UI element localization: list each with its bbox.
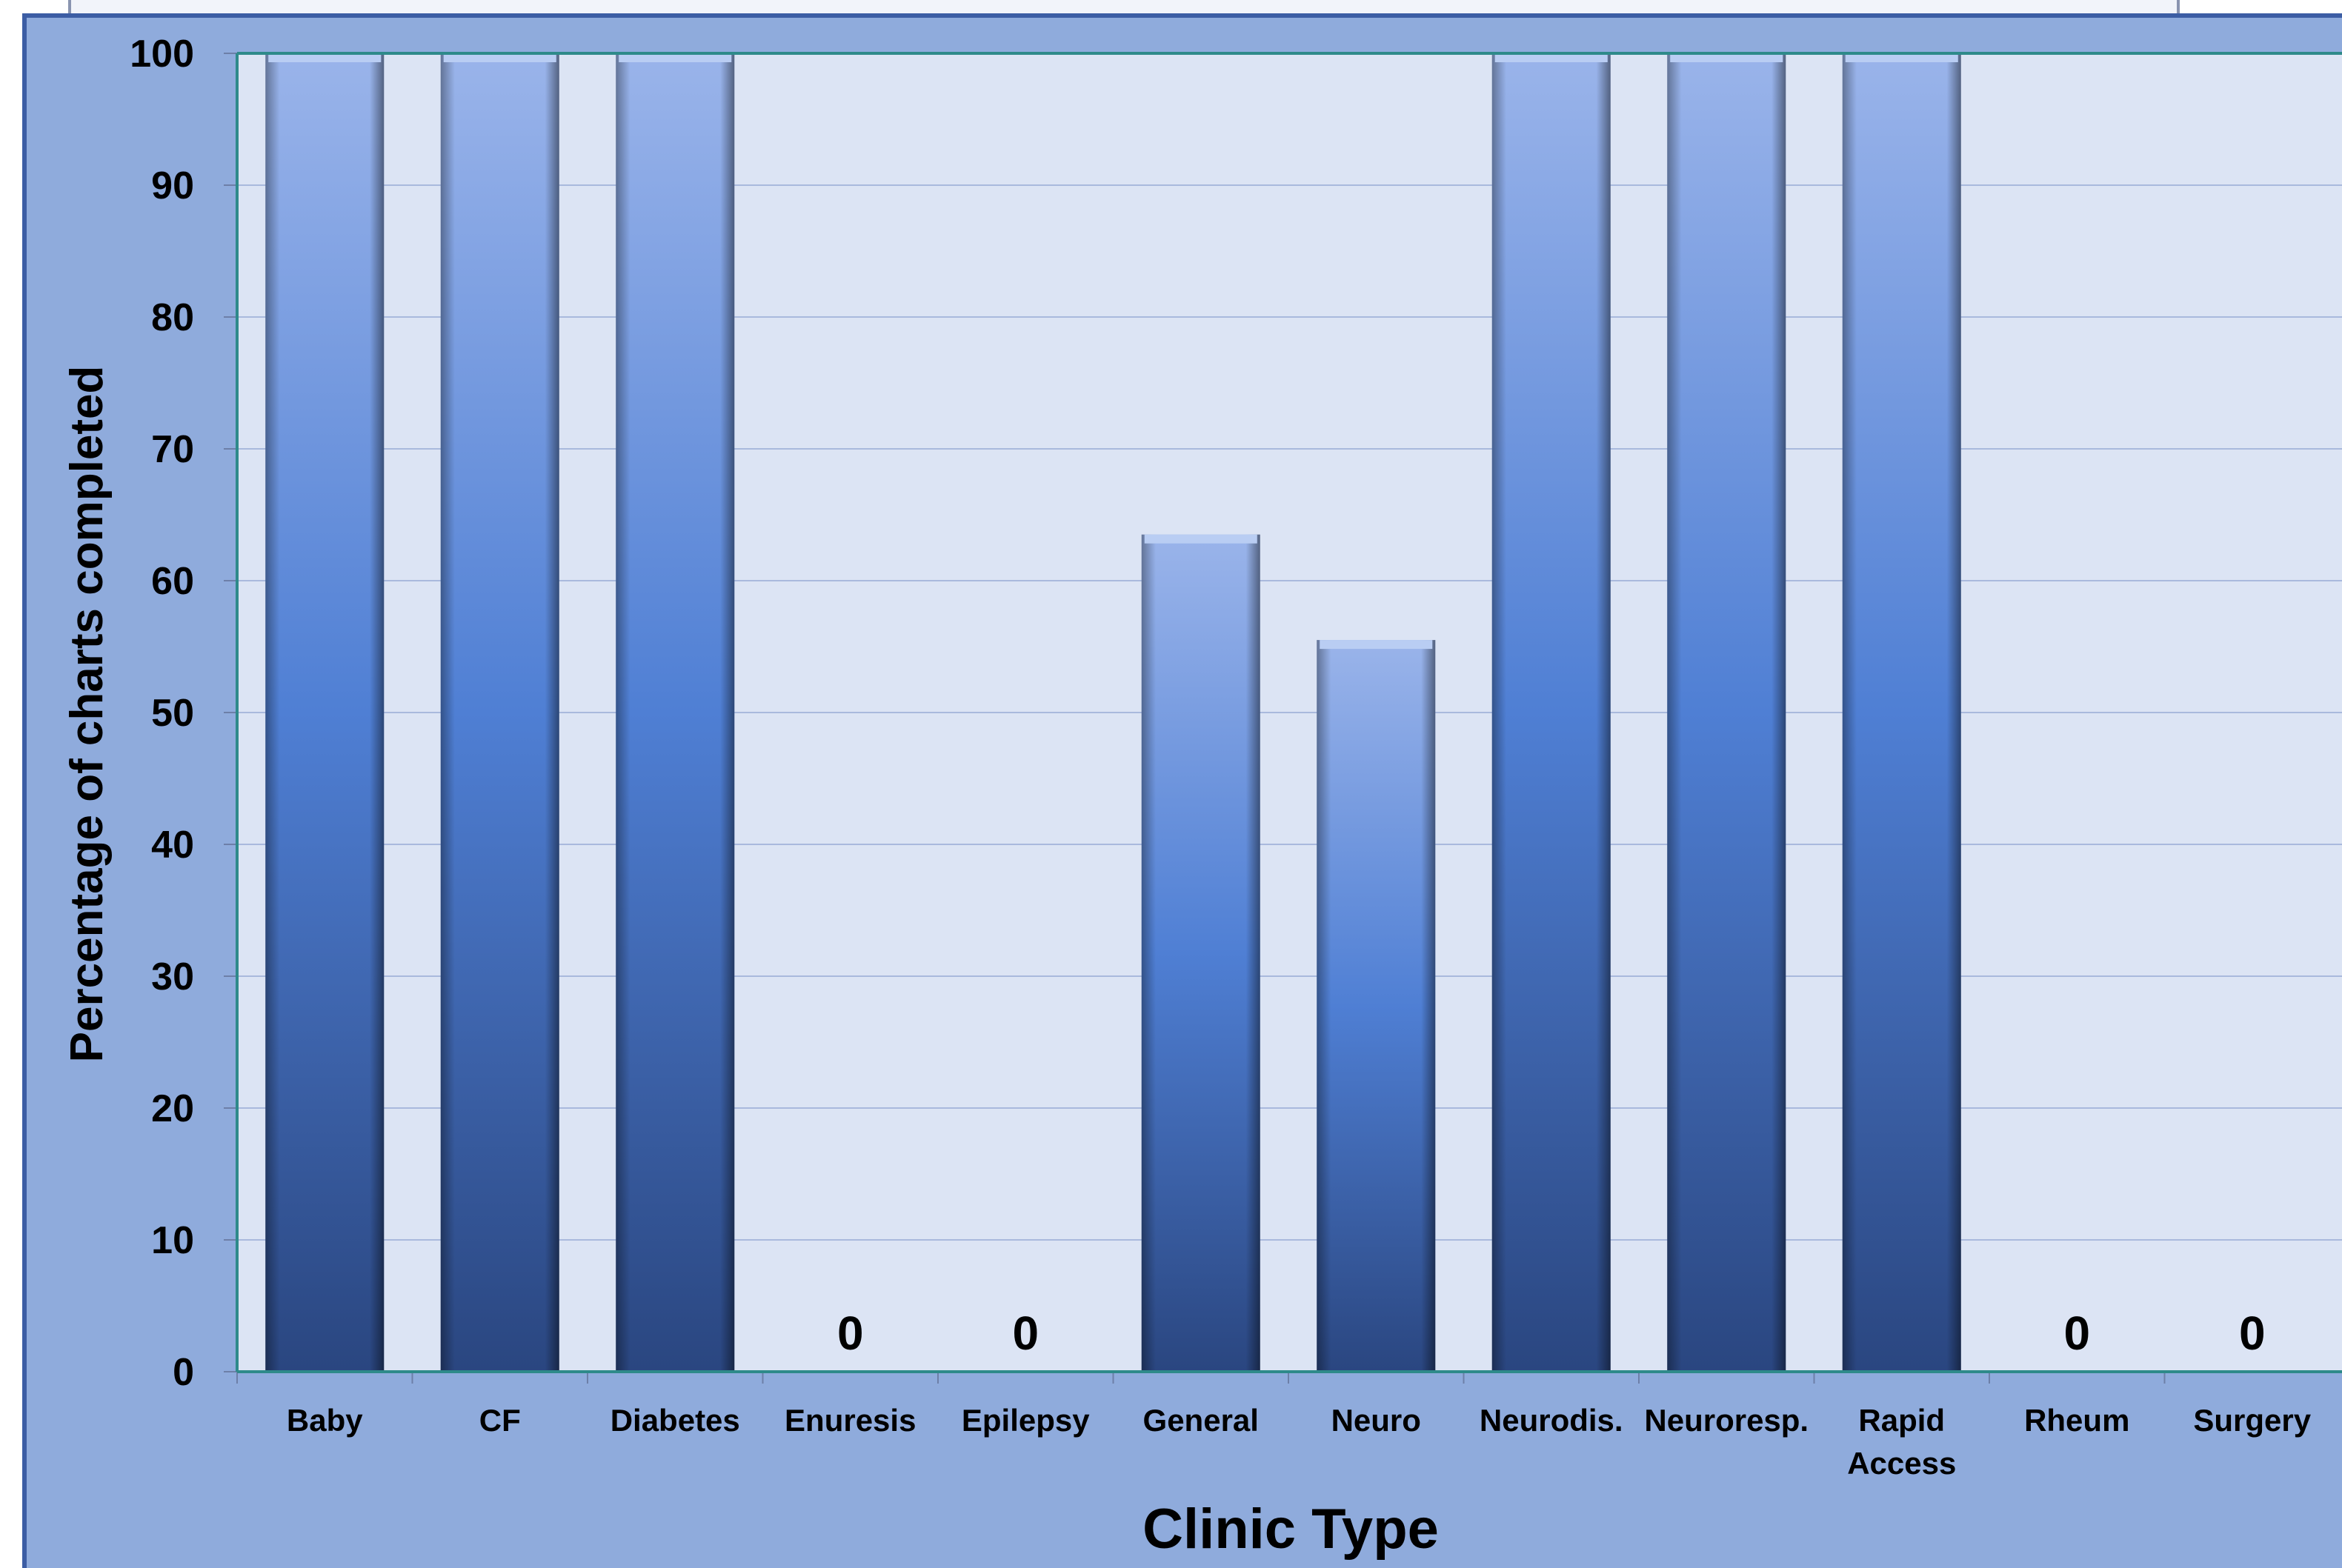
- x-tick-label: Baby: [287, 1403, 363, 1438]
- data-label: 0: [837, 1307, 864, 1360]
- x-tick-label: Epilepsy: [962, 1403, 1090, 1438]
- gridlines: [224, 53, 2342, 1384]
- x-tick-label: Rheum: [2024, 1403, 2129, 1438]
- bars: [265, 53, 1961, 1372]
- bar-top-bevel: [1670, 53, 1783, 62]
- y-tick-label: 0: [173, 1351, 194, 1394]
- x-tick-label: General: [1143, 1403, 1259, 1438]
- bar-shade: [616, 53, 735, 1372]
- x-tick-label: Surgery: [2193, 1403, 2311, 1438]
- x-tick-label: CF: [479, 1403, 521, 1438]
- bar-top-bevel: [1144, 534, 1257, 544]
- y-tick-label: 20: [151, 1087, 194, 1130]
- bar-shade: [1317, 640, 1436, 1372]
- bar-top-bevel: [268, 53, 382, 62]
- x-tick-labels: Baby CF Diabetes Enuresis Epilepsy General Neu…: [287, 1403, 2312, 1481]
- x-tick-label: Neuroresp.: [1644, 1403, 1809, 1438]
- bar: [1667, 53, 1786, 1372]
- x-tick-label: Neurodis.: [1480, 1403, 1623, 1438]
- y-tick-label: 70: [151, 428, 194, 471]
- x-tick-label: Diabetes: [611, 1403, 740, 1438]
- bar-top-bevel: [619, 53, 732, 62]
- bar-top-bevel: [1494, 53, 1608, 62]
- bar-shade: [1667, 53, 1786, 1372]
- bar-shade: [1141, 534, 1260, 1372]
- y-tick-label: 40: [151, 824, 194, 867]
- x-tick-label: Access: [1847, 1446, 1956, 1481]
- bar-top-bevel: [1320, 640, 1433, 650]
- bar-shade: [440, 53, 559, 1372]
- data-label: 0: [2239, 1307, 2266, 1360]
- y-tick-labels: 0 10 20 30 40 50 60 70 80 90 100: [130, 33, 194, 1394]
- y-tick-label: 50: [151, 692, 194, 735]
- bar: [1141, 534, 1260, 1372]
- data-label: 0: [1012, 1307, 1039, 1360]
- bar: [1491, 53, 1611, 1372]
- y-tick-label: 60: [151, 560, 194, 603]
- y-tick-label: 90: [151, 164, 194, 207]
- bar: [616, 53, 735, 1372]
- data-labels: 0 0 0 0: [837, 1307, 2266, 1360]
- bar: [1317, 640, 1436, 1372]
- bar-top-bevel: [443, 53, 556, 62]
- axes: [236, 52, 2342, 1373]
- x-axis-title: Clinic Type: [1142, 1498, 1439, 1561]
- y-tick-label: 80: [151, 296, 194, 339]
- bar-shade: [1842, 53, 1961, 1372]
- bar: [1842, 53, 1961, 1372]
- bar-shade: [265, 53, 385, 1372]
- y-axis-title: Percentage of charts completed: [61, 366, 113, 1063]
- x-tick-label: Rapid: [1858, 1403, 1945, 1438]
- y-tick-label: 30: [151, 955, 194, 998]
- y-tick-label: 10: [151, 1219, 194, 1262]
- x-tick-label: Neuro: [1331, 1403, 1421, 1438]
- top-panel-strip: [68, 0, 2180, 13]
- bar: [440, 53, 559, 1372]
- bar-top-bevel: [1845, 53, 1958, 62]
- bar: [265, 53, 385, 1372]
- y-tick-label: 100: [130, 33, 194, 76]
- x-tick-label: Enuresis: [785, 1403, 916, 1438]
- data-label: 0: [2063, 1307, 2090, 1360]
- bar-shade: [1491, 53, 1611, 1372]
